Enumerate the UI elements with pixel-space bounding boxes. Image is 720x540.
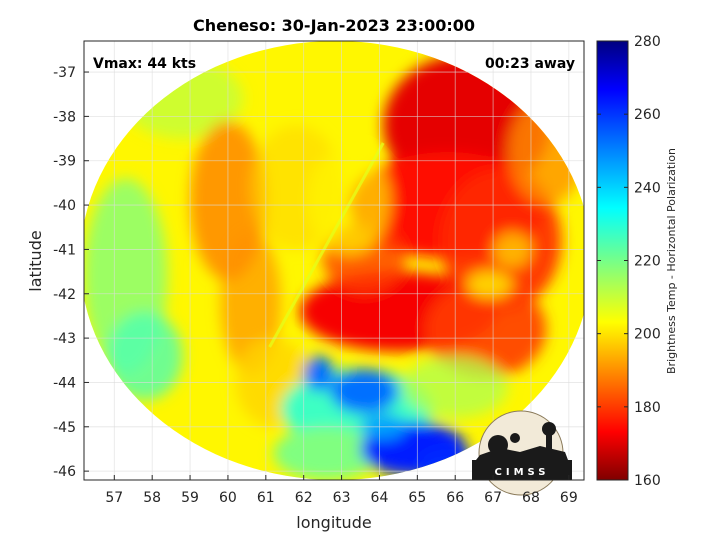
plot-frame <box>83 40 585 481</box>
colorbar-tick-label: 220 <box>634 254 661 270</box>
colorbar-label: Brightness Temp - Horizontal Polarizatio… <box>665 148 678 374</box>
y-tick-label: -46 <box>53 464 76 480</box>
x-tick-label: 69 <box>560 490 578 506</box>
y-tick-label: -39 <box>53 154 76 170</box>
temperature-patch <box>273 426 380 480</box>
swath-seam <box>268 142 385 348</box>
x-axis-ticks: 57 58 59 60 61 62 63 64 65 66 67 68 69 <box>105 475 578 506</box>
colorbar-tick-label: 260 <box>634 107 661 123</box>
y-axis-label: latitude <box>26 230 45 291</box>
temperature-patch <box>106 311 183 401</box>
y-tick-label: -37 <box>53 65 76 81</box>
colorbar <box>596 40 629 481</box>
colorbar-tick-label: 200 <box>634 327 661 343</box>
temperature-patch <box>303 355 334 392</box>
temperature-patch <box>466 271 513 299</box>
y-tick-label: -45 <box>53 420 76 436</box>
chart-title: Cheneso: 30-Jan-2023 23:00:00 <box>193 16 475 35</box>
x-tick-label: 58 <box>143 490 161 506</box>
x-tick-label: 62 <box>295 490 313 506</box>
x-tick-label: 59 <box>181 490 199 506</box>
colorbar-tick-label: 240 <box>634 180 661 196</box>
time-away-annotation: 00:23 away <box>485 56 575 72</box>
y-tick-label: -42 <box>53 287 76 303</box>
x-tick-label: 68 <box>522 490 540 506</box>
cimss-logo: CIMSS <box>472 410 572 496</box>
x-axis-label: longitude <box>296 513 371 532</box>
colorbar-tick-label: 180 <box>634 400 661 416</box>
temperature-patch <box>508 98 584 206</box>
temperature-patch <box>417 448 478 480</box>
colorbar-tick-label: 280 <box>634 34 661 50</box>
x-tick-label: 66 <box>446 490 464 506</box>
logo-text: CIMSS <box>495 467 550 478</box>
colorbar-ticks: 160 180 200 220 240 260 280 <box>597 34 661 489</box>
x-tick-label: 65 <box>408 490 426 506</box>
grid-lines <box>84 41 584 480</box>
y-tick-label: -40 <box>53 198 76 214</box>
temperature-patch <box>307 147 391 254</box>
vmax-annotation: Vmax: 44 kts <box>93 56 196 72</box>
x-tick-label: 60 <box>219 490 237 506</box>
y-tick-label: -41 <box>53 242 76 258</box>
x-tick-label: 64 <box>371 490 389 506</box>
y-tick-label: -38 <box>53 109 76 125</box>
x-tick-label: 57 <box>105 490 123 506</box>
y-tick-label: -43 <box>53 331 76 347</box>
x-tick-label: 67 <box>484 490 502 506</box>
x-tick-label: 61 <box>257 490 275 506</box>
x-tick-label: 63 <box>333 490 351 506</box>
y-axis-ticks: -37 -38 -39 -40 -41 -42 -43 -44 -45 -46 <box>53 65 89 480</box>
colorbar-tick-label: 160 <box>634 473 661 489</box>
temperature-patch <box>330 369 399 414</box>
y-tick-label: -44 <box>53 375 76 391</box>
